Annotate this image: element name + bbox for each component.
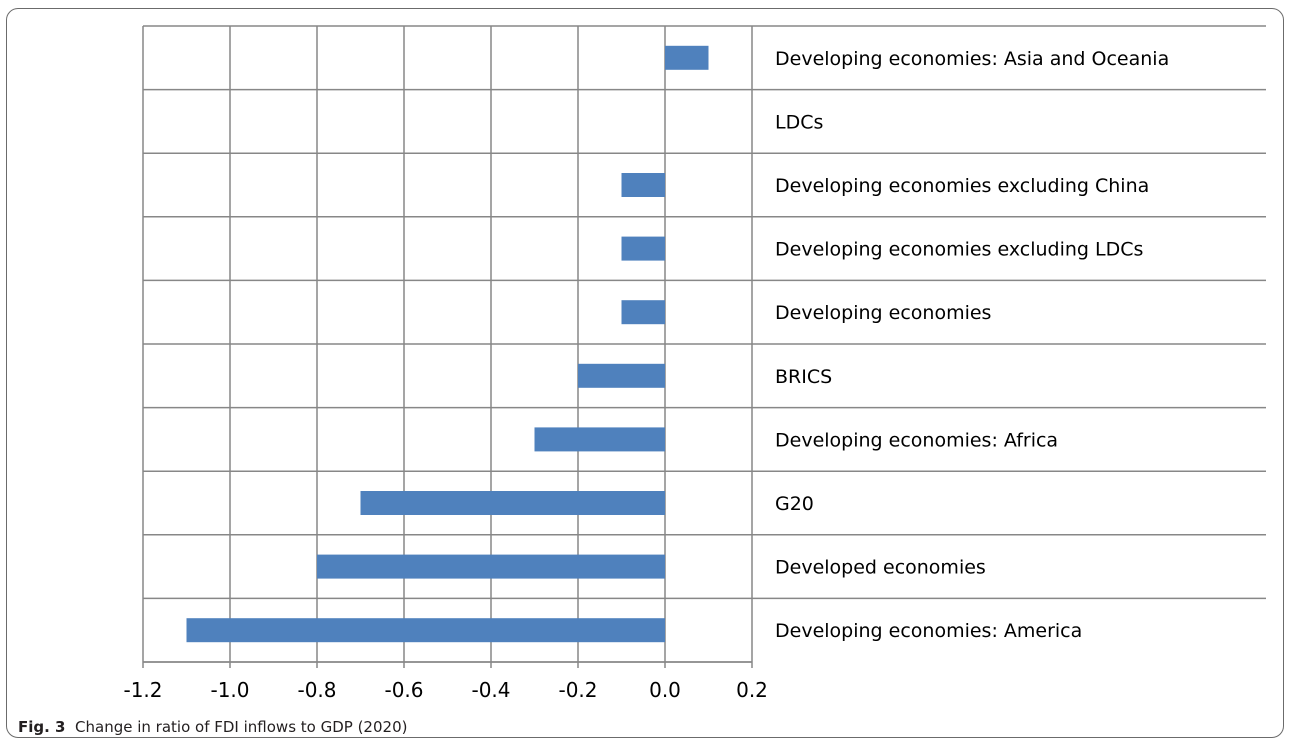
x-tick-label: -1.2: [123, 678, 162, 702]
figure-caption-text: Change in ratio of FDI inflows to GDP (2…: [75, 718, 408, 736]
bar: [360, 491, 665, 515]
category-label: G20: [775, 493, 814, 515]
figure-caption: Fig. 3 Change in ratio of FDI inflows to…: [18, 718, 407, 736]
chart-bars: [186, 45, 709, 643]
bar: [534, 427, 665, 452]
figure-number: Fig. 3: [18, 718, 66, 736]
chart-grid: [142, 25, 1266, 663]
x-tick-label: -0.8: [297, 678, 336, 702]
bar: [621, 236, 665, 261]
bar: [317, 554, 665, 579]
x-tick-label: 0.0: [649, 678, 681, 702]
chart-axis: [142, 661, 753, 668]
category-label: Developing economies: Asia and Oceania: [775, 48, 1169, 70]
category-label: Developing economies: [775, 302, 991, 324]
category-label: LDCs: [775, 111, 823, 133]
category-label: Developed economies: [775, 557, 986, 579]
figure-frame: [6, 8, 1284, 738]
category-label: Developing economies: Africa: [775, 429, 1058, 451]
bar: [621, 173, 665, 197]
bar: [578, 363, 665, 388]
category-label: Developing economies excluding LDCs: [775, 239, 1143, 261]
x-tick-label: -0.2: [558, 678, 597, 702]
bar: [665, 45, 709, 70]
category-label: BRICS: [775, 366, 832, 388]
category-label: Developing economies excluding China: [775, 175, 1149, 197]
bar: [621, 300, 665, 325]
category-labels: Developing economies: Asia and Oceania LD…: [775, 48, 1169, 642]
x-tick-label: 0.2: [736, 678, 768, 702]
x-tick-label: -0.6: [384, 678, 423, 702]
x-tick-label: -1.0: [210, 678, 249, 702]
bar: [186, 618, 665, 643]
x-tick-label: -0.4: [471, 678, 510, 702]
category-label: Developing economies: America: [775, 620, 1082, 642]
x-tick-labels: -1.2 -1.0 -0.8 -0.6 -0.4 -0.2 0.0 0.2: [123, 678, 767, 702]
